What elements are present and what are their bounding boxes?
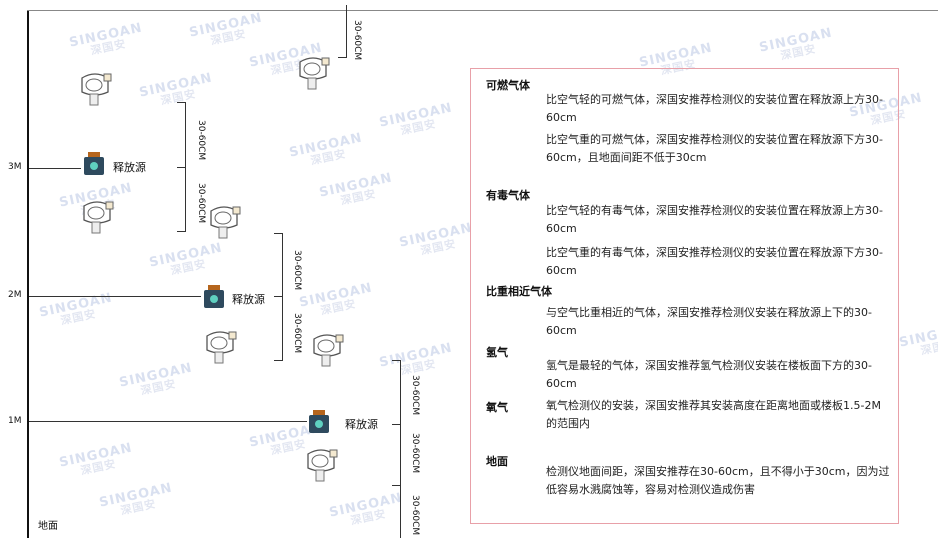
section-title-hydrogen: 氢气 — [486, 346, 508, 359]
gas-detector-icon — [81, 73, 112, 106]
section-text: 比空气轻的可燃气体，深国安推荐检测仪的安装位置在释放源上方30-60cm — [546, 93, 883, 124]
release-source-label: 释放源 — [345, 418, 378, 431]
level-1m-line — [29, 421, 307, 422]
release-source-icon — [204, 285, 224, 308]
wall-line — [27, 10, 29, 538]
dimension-label: 30-60CM — [352, 20, 362, 61]
dimension-label: 30-60CM — [292, 313, 302, 354]
section-text: 与空气比重相近的气体，深国安推荐检测仪安装在释放源上下的30-60cm — [546, 306, 872, 337]
dimension-line — [282, 233, 283, 361]
dimension-label: 30-60CM — [410, 495, 420, 536]
level-1m-label: 1M — [8, 416, 22, 426]
gas-detector-icon — [210, 206, 241, 239]
dimension-line — [346, 5, 347, 58]
guidance-panel: 可燃气体 比空气轻的可燃气体，深国安推荐检测仪的安装位置在释放源上方30-60c… — [470, 68, 899, 524]
dimension-line — [400, 360, 401, 538]
release-source-icon — [84, 152, 104, 175]
section-text: 比空气重的有毒气体，深国安推荐检测仪的安装位置在释放源下方30-60cm — [546, 246, 883, 277]
release-source-icon — [309, 410, 329, 433]
dimension-label: 30-60CM — [292, 250, 302, 291]
section-text: 氢气是最轻的气体，深国安推荐氢气检测仪安装在楼板面下方的30-60cm — [546, 359, 872, 390]
release-source-label: 释放源 — [113, 161, 146, 174]
section-text: 比空气重的可燃气体，深国安推荐检测仪的安装位置在释放源下方30-60cm，且地面… — [546, 133, 883, 164]
ground-label: 地面 — [38, 521, 58, 532]
dimension-tick — [274, 360, 283, 361]
dimension-tick — [338, 57, 347, 58]
level-3m-label: 3M — [8, 162, 22, 172]
section-title-ground: 地面 — [486, 455, 508, 468]
gas-detector-icon — [313, 334, 344, 367]
dimension-tick — [274, 296, 283, 297]
dimension-tick — [177, 167, 186, 168]
dimension-tick — [392, 424, 401, 425]
dimension-label: 30-60CM — [410, 375, 420, 416]
section-text: 比空气轻的有毒气体，深国安推荐检测仪的安装位置在释放源上方30-60cm — [546, 204, 883, 235]
dimension-label: 30-60CM — [410, 433, 420, 474]
dimension-tick — [177, 102, 186, 103]
ceiling-line — [27, 10, 938, 11]
dimension-label: 30-60CM — [196, 120, 206, 161]
dimension-tick — [392, 485, 401, 486]
dimension-tick — [177, 231, 186, 232]
dimension-tick — [392, 360, 401, 361]
level-2m-label: 2M — [8, 290, 22, 300]
section-title-combustible: 可燃气体 — [486, 79, 530, 92]
section-text: 检测仪地面间距，深国安推荐在30-60cm，且不得小于30cm，因为过低容易水溅… — [546, 465, 890, 496]
gas-detector-icon — [299, 57, 330, 90]
level-2m-line — [29, 296, 201, 297]
gas-detector-icon — [307, 449, 338, 482]
section-title-similar-density: 比重相近气体 — [486, 285, 552, 298]
release-source-label: 释放源 — [232, 293, 265, 306]
section-text: 氧气检测仪的安装，深国安推荐其安装高度在距离地面或楼板1.5-2M的范围内 — [546, 399, 881, 430]
level-3m-line — [29, 168, 81, 169]
section-title-oxygen: 氧气 — [486, 401, 508, 414]
gas-detector-icon — [83, 201, 114, 234]
dimension-tick — [274, 233, 283, 234]
dimension-label: 30-60CM — [196, 183, 206, 224]
gas-detector-icon — [206, 331, 237, 364]
section-title-toxic: 有毒气体 — [486, 189, 530, 202]
